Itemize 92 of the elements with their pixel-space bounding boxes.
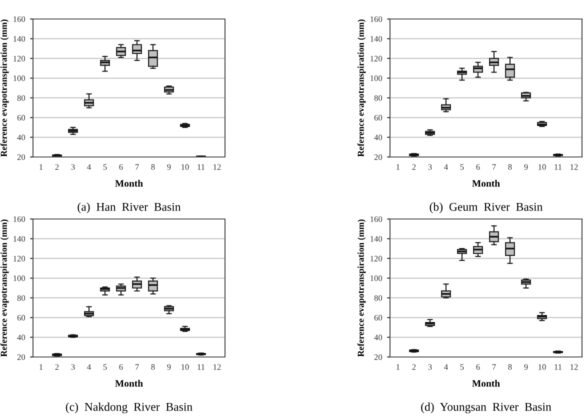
y-tick-label: 40 <box>17 134 26 140</box>
x-tick-label: 10 <box>182 164 189 170</box>
x-tick-label: 7 <box>135 364 139 370</box>
x-tick-label: 6 <box>119 364 123 370</box>
y-tick-label: 120 <box>370 56 382 62</box>
y-tick-label: 160 <box>370 16 382 22</box>
x-tick-label: 9 <box>167 164 171 170</box>
y-tick-label: 40 <box>17 334 26 340</box>
x-tick-label: 6 <box>476 164 480 170</box>
y-tick-label: 60 <box>374 114 382 121</box>
x-tick-label: 3 <box>71 164 75 170</box>
x-tick-label: 12 <box>570 364 578 370</box>
y-tick-label: 80 <box>17 295 26 301</box>
x-axis-title: Month <box>472 180 500 187</box>
y-tick-label: 120 <box>370 256 382 262</box>
x-tick-label: 7 <box>135 164 139 170</box>
y-tick-label: 100 <box>370 75 382 82</box>
y-tick-label: 120 <box>14 256 26 262</box>
x-tick-label: 12 <box>214 164 221 170</box>
x-tick-label: 3 <box>428 164 432 170</box>
y-axis-title: Reference evapotranspiration (mm) <box>357 220 366 357</box>
text: (c) Nakdong River Basin <box>66 402 192 414</box>
x-tick-label: 2 <box>55 364 59 370</box>
x-tick-label: 5 <box>460 364 464 370</box>
x-tick-label: 8 <box>508 164 512 170</box>
text: (d) Youngsan River Basin <box>421 402 552 414</box>
x-tick-label: 4 <box>87 164 91 170</box>
x-tick-label: 10 <box>538 164 546 170</box>
x-tick-label: 2 <box>55 164 59 170</box>
y-tick-label: 60 <box>374 314 382 321</box>
y-tick-label: 60 <box>17 314 26 321</box>
x-tick-label: 1 <box>396 364 400 370</box>
x-tick-label: 6 <box>119 164 123 170</box>
y-tick-label: 120 <box>14 56 26 62</box>
y-tick-label: 80 <box>374 95 382 101</box>
y-tick-label: 60 <box>17 114 26 121</box>
x-tick-label: 2 <box>412 164 416 170</box>
x-tick-label: 10 <box>538 364 546 370</box>
y-tick-label: 20 <box>17 354 26 360</box>
y-tick-label: 140 <box>14 236 26 242</box>
x-tick-label: 12 <box>570 164 578 170</box>
x-tick-label: 8 <box>151 364 155 370</box>
y-tick-label: 20 <box>374 354 382 360</box>
y-tick-label: 100 <box>370 275 382 282</box>
x-tick-label: 1 <box>40 164 43 170</box>
x-tick-label: 10 <box>182 364 189 370</box>
y-tick-label: 80 <box>374 295 382 301</box>
y-tick-label: 20 <box>17 154 26 160</box>
x-tick-label: 6 <box>476 364 480 370</box>
x-tick-label: 2 <box>412 364 416 370</box>
y-tick-label: 140 <box>370 36 382 42</box>
x-tick-label: 4 <box>444 364 448 370</box>
y-tick-label: 160 <box>14 216 26 222</box>
y-axis-title: Reference evapotranspiration (mm) <box>357 20 366 157</box>
x-tick-label: 5 <box>103 164 107 170</box>
x-tick-label: 7 <box>492 364 496 370</box>
y-tick-label: 140 <box>14 36 26 42</box>
y-axis-title: Reference evapotranspiration (mm) <box>0 20 9 157</box>
x-tick-label: 1 <box>40 364 43 370</box>
x-axis-title: Month <box>472 380 500 387</box>
y-tick-label: 20 <box>374 154 382 160</box>
x-tick-label: 9 <box>524 364 528 370</box>
y-tick-label: 140 <box>370 236 382 242</box>
y-tick-label: 40 <box>374 334 382 340</box>
y-tick-label: 160 <box>14 16 26 22</box>
x-tick-label: 3 <box>71 364 75 370</box>
x-tick-label: 11 <box>198 164 205 170</box>
x-tick-label: 5 <box>103 364 107 370</box>
x-tick-label: 11 <box>554 164 562 170</box>
x-axis-title: Month <box>115 380 143 387</box>
y-tick-label: 100 <box>14 275 26 282</box>
x-tick-label: 9 <box>167 364 171 370</box>
y-axis-title: Reference evapotranspiration (mm) <box>0 220 9 357</box>
x-tick-label: 7 <box>492 164 496 170</box>
y-tick-label: 160 <box>370 216 382 222</box>
x-tick-label: 11 <box>554 364 562 370</box>
x-tick-label: 5 <box>460 164 464 170</box>
x-tick-label: 9 <box>524 164 528 170</box>
text: (a) Han River Basin <box>78 202 181 214</box>
x-axis-title: Month <box>115 180 143 187</box>
x-tick-label: 3 <box>428 364 432 370</box>
x-tick-label: 8 <box>508 364 512 370</box>
x-tick-label: 12 <box>214 364 221 370</box>
x-tick-label: 11 <box>198 364 205 370</box>
x-tick-label: 4 <box>87 364 91 370</box>
y-tick-label: 80 <box>17 95 26 101</box>
text: (b) Geum River Basin <box>430 202 543 214</box>
x-tick-label: 1 <box>396 164 400 170</box>
y-tick-label: 100 <box>14 75 26 82</box>
x-tick-label: 8 <box>151 164 155 170</box>
x-tick-label: 4 <box>444 164 448 170</box>
y-tick-label: 40 <box>374 134 382 140</box>
